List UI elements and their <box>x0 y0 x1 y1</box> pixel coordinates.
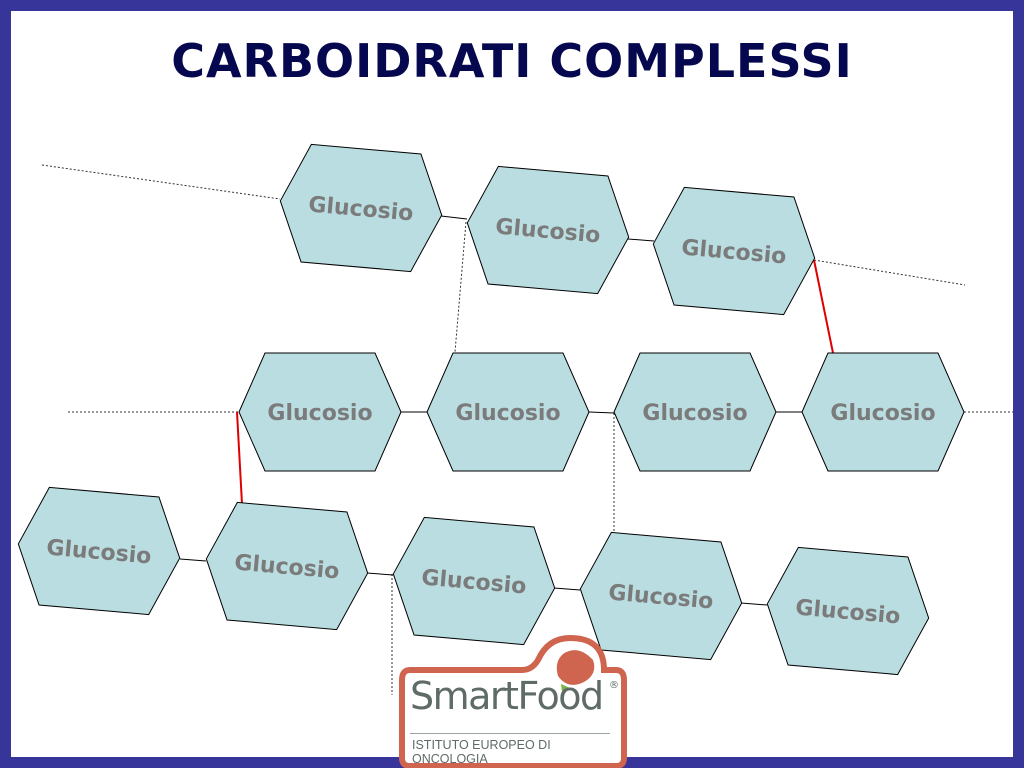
hexagon-shape <box>426 352 590 472</box>
glycosidic-bond-line <box>740 602 768 606</box>
hexagon-shape <box>17 486 181 616</box>
dotted-bond-line <box>41 164 281 200</box>
smartfood-logo: SmartFood ® ISTITUTO EUROPEO DI ONCOLOGI… <box>398 634 628 768</box>
glucose-label: Glucosio <box>267 401 372 426</box>
logo-divider <box>410 733 610 734</box>
logo-frame <box>399 634 627 768</box>
glucose-node: Glucosio <box>613 352 777 472</box>
registered-mark: ® <box>609 680 619 691</box>
glucose-node: Glucosio <box>238 352 402 472</box>
glucose-label: Glucosio <box>642 401 747 426</box>
glucose-node: Glucosio <box>279 143 443 273</box>
dotted-bond-line <box>454 221 467 353</box>
glucose-node: Glucosio <box>652 186 816 316</box>
hexagon-shape <box>766 546 930 676</box>
hexagon-shape <box>613 352 777 472</box>
glycosidic-bond-line <box>627 238 655 242</box>
hexagon-shape <box>801 352 965 472</box>
bond-lines <box>41 164 1013 695</box>
glycosidic-bond-line <box>440 215 468 220</box>
glycosidic-bond-line <box>553 587 581 591</box>
hexagon-shape <box>279 143 443 273</box>
hexagon-shape <box>205 501 369 631</box>
glucose-node: Glucosio <box>426 352 590 472</box>
glycosidic-bond-line <box>179 558 207 562</box>
page-title: CARBOIDRATI COMPLESSI <box>171 34 853 88</box>
dotted-bond-line <box>813 259 966 286</box>
glucose-node: Glucosio <box>205 501 369 631</box>
logo-subtitle: ISTITUTO EUROPEO DI ONCOLOGIA <box>412 738 551 766</box>
glucose-node: Glucosio <box>579 531 743 661</box>
glucose-node: Glucosio <box>17 486 181 616</box>
hexagon-shape <box>652 186 816 316</box>
glucose-node: Glucosio <box>801 352 965 472</box>
branch-bond-line <box>236 411 243 505</box>
hexagon-shape <box>392 516 556 646</box>
branch-bond-line <box>813 259 834 354</box>
glycosidic-bond-line <box>366 572 394 576</box>
glycosidic-bond-line <box>588 411 615 414</box>
logo-brand: SmartFood <box>410 674 604 718</box>
glucose-node: Glucosio <box>766 546 930 676</box>
glucose-label: Glucosio <box>830 401 935 426</box>
glucose-node: Glucosio <box>392 516 556 646</box>
glucose-label: Glucosio <box>455 401 560 426</box>
glucose-node: Glucosio <box>466 165 630 295</box>
hexagon-shape <box>238 352 402 472</box>
hexagon-shape <box>466 165 630 295</box>
